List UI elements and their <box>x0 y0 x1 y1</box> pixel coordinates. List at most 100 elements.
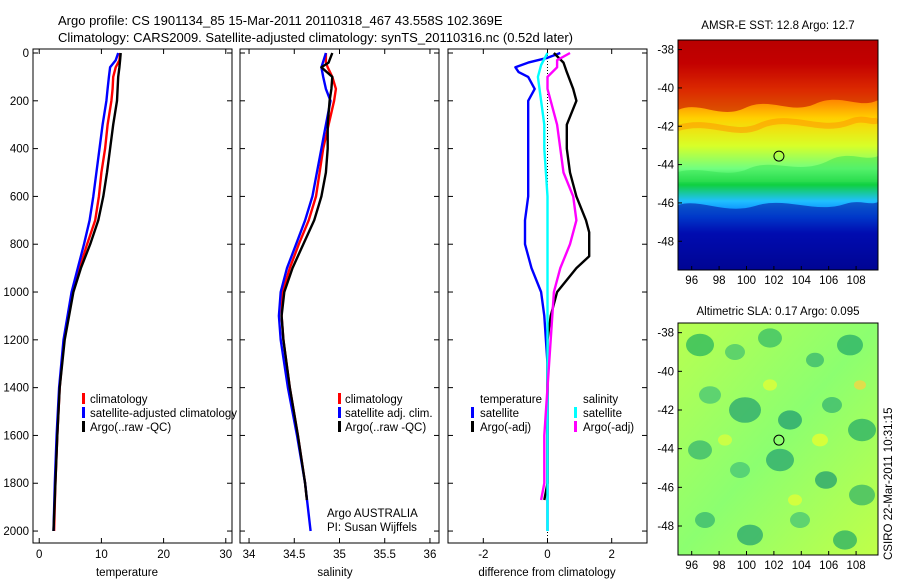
legend-swatch-argo <box>82 421 85 432</box>
sla-eddy-20 <box>812 433 828 447</box>
sla-eddy-8 <box>822 397 842 413</box>
ytick-label-0: 0 <box>23 48 29 60</box>
sla-eddy-13 <box>815 471 837 489</box>
legend-title-salinity: salinity <box>583 394 618 406</box>
map-ytick-label-2: -42 <box>657 121 674 133</box>
sla-map-frame <box>677 322 879 556</box>
legend-label-sal-argo: Argo(..raw -QC) <box>345 422 426 434</box>
sst-cold-blob <box>678 202 878 270</box>
legend-label-argo: Argo(..raw -QC) <box>90 422 171 434</box>
temperature-lines <box>52 52 122 532</box>
sla-eddies <box>686 328 876 550</box>
salinity-xlabel: salinity <box>317 567 352 579</box>
legend-label-sal-satellite-diff: satellite <box>583 408 622 420</box>
sla-eddy-17 <box>790 512 810 528</box>
xtick-label-0: 34 <box>243 549 256 561</box>
xtick-label-2: 35 <box>333 549 346 561</box>
map-ytick-label-5: -48 <box>657 236 674 248</box>
sst-map-ticks: 96 98 100 102 104 106 108 -38 -40 -42 -44 -46 -48 <box>657 45 865 287</box>
header-title-line1: Argo profile: CS 1901134_85 15-Mar-2011 … <box>58 13 503 28</box>
sla-eddy-12 <box>766 448 794 472</box>
sla-eddy-15 <box>695 512 715 528</box>
map-xtick-label-5: 106 <box>819 560 838 572</box>
series-line-argo-raw-qc- <box>52 52 122 532</box>
map-ytick-label-1: -40 <box>657 83 674 95</box>
map-xtick-label-1: 98 <box>713 275 726 287</box>
map-xtick-label-2: 100 <box>737 560 756 572</box>
sst-map-title: AMSR-E SST: 12.8 Argo: 12.7 <box>701 20 854 32</box>
map-ytick-label-3: -44 <box>657 160 674 172</box>
map-ytick-label-4: -46 <box>657 482 674 494</box>
map-ytick-label-0: -38 <box>657 45 674 57</box>
xtick-label-1: 10 <box>95 549 108 561</box>
sla-eddy-11 <box>730 462 750 478</box>
legend-label-temp-satellite: satellite <box>480 408 519 420</box>
ytick-label-1: 200 <box>10 96 29 108</box>
side-stamp: CSIRO 22-Mar-2011 10:31:15 <box>883 407 895 560</box>
difference-panel: -2 0 2 difference from climatology tempera… <box>447 48 648 579</box>
sla-eddy-7 <box>778 410 802 430</box>
legend-swatch-sal-satellite-diff <box>574 407 577 418</box>
sla-eddy-23 <box>788 494 802 506</box>
xtick-label-0: -2 <box>478 549 488 561</box>
legend-swatch-sal-argo <box>338 421 341 432</box>
sst-map-frame <box>677 39 879 271</box>
map-xtick-label-4: 104 <box>792 560 812 572</box>
legend-swatch-sal-argo-diff <box>574 421 577 432</box>
map-ytick-label-2: -42 <box>657 405 674 417</box>
ytick-label-5: 1000 <box>3 287 29 299</box>
legend-swatch-climatology <box>82 393 85 404</box>
sla-eddy-2 <box>758 328 782 348</box>
sla-eddy-4 <box>837 334 863 356</box>
xtick-label-3: 35.5 <box>374 549 396 561</box>
series-line-salinity-satellite <box>536 52 549 531</box>
difference-xlabel: difference from climatology <box>478 567 615 579</box>
temperature-panel: 0 10 20 30 0 200 400 600 800 1000 1200 1400 1600 1800… <box>3 48 237 579</box>
difference-lines <box>514 51 591 531</box>
sla-eddy-9 <box>848 418 876 442</box>
sla-eddy-0 <box>686 333 714 357</box>
map-xtick-label-6: 108 <box>846 275 865 287</box>
sla-map-panel: Altimetric SLA: 0.17 Argo: 0.095 96 98 100… <box>657 306 879 572</box>
legend-swatch-temp-satellite <box>471 407 474 418</box>
sla-eddy-18 <box>833 530 857 550</box>
salinity-lines <box>277 52 338 532</box>
salinity-ticks: 34 34.5 35 35.5 36 <box>240 49 439 561</box>
sla-eddy-19 <box>763 379 777 391</box>
map-xtick-label-2: 100 <box>737 275 756 287</box>
ytick-label-8: 1600 <box>3 430 29 442</box>
legend-label-sal-argo-diff: Argo(-adj) <box>583 422 634 434</box>
temperature-legend: climatology satellite-adjusted climatolo… <box>82 393 237 434</box>
legend-label-climatology: climatology <box>90 394 148 406</box>
xtick-label-1: 0 <box>544 549 550 561</box>
legend-label-sal-climatology: climatology <box>345 394 403 406</box>
header-title-line2: Climatology: CARS2009. Satellite-adjuste… <box>58 30 573 45</box>
map-xtick-label-0: 96 <box>685 560 698 572</box>
map-xtick-label-4: 104 <box>792 275 812 287</box>
ytick-label-2: 400 <box>10 144 29 156</box>
salinity-legend: climatology satellite adj. clim. Argo(..… <box>338 393 433 434</box>
sla-argo-marker <box>773 434 785 446</box>
sla-eddy-14 <box>849 484 875 506</box>
salinity-panel: 34 34.5 35 35.5 36 salinity climatology sate… <box>239 48 440 579</box>
legend-swatch-satellite-adjusted <box>82 407 85 418</box>
series-line-climatology <box>52 52 122 532</box>
series-line-salinity-argo-adj- <box>539 51 578 501</box>
legend-swatch-sal-climatology <box>338 393 341 404</box>
temperature-ticks: 0 10 20 30 0 200 400 600 800 1000 1200 1400 1600 1800… <box>3 48 232 561</box>
sla-map-image <box>678 323 878 555</box>
map-ytick-label-5: -48 <box>657 521 674 533</box>
difference-ticks: -2 0 2 <box>448 49 647 561</box>
series-line-satellite-adj-clim- <box>277 52 332 532</box>
map-ytick-label-1: -40 <box>657 366 674 378</box>
map-ytick-label-4: -46 <box>657 198 674 210</box>
map-xtick-label-0: 96 <box>685 275 698 287</box>
legend-label-temp-argo: Argo(-adj) <box>480 422 531 434</box>
sst-warm-blob <box>678 40 878 112</box>
ytick-label-7: 1400 <box>3 383 29 395</box>
map-xtick-label-6: 108 <box>846 560 865 572</box>
sla-eddy-16 <box>737 524 763 546</box>
series-line-argo-raw-qc- <box>280 52 334 501</box>
temperature-xlabel: temperature <box>96 567 158 579</box>
map-ytick-label-3: -44 <box>657 444 674 456</box>
